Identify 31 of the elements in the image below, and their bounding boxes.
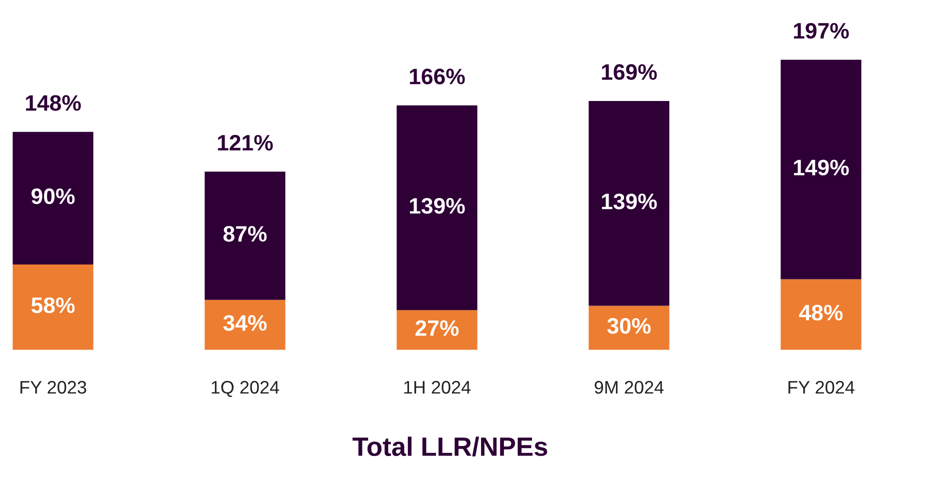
data-label: 90% [32,188,75,204]
data-label: 30% [607,318,651,334]
total-label: 121% [218,134,273,151]
bar [780,60,862,280]
bar [204,172,286,300]
data-label: 48% [799,304,843,321]
x-tick-label: 1H 2024 [404,380,471,394]
bar [396,105,478,310]
bar [12,132,94,264]
x-tick-label: 9M 2024 [594,380,664,394]
data-label: 139% [602,194,657,210]
data-label: 34% [223,315,267,331]
x-tick-label: FY 2023 [20,380,86,394]
x-tick-label: FY 2024 [788,380,854,394]
data-label: 27% [416,320,459,336]
data-label: 58% [31,297,75,314]
total-label: 148% [26,95,81,111]
total-label: 166% [410,68,465,84]
data-label: 139% [410,198,465,214]
bar [780,279,862,350]
total-label: 169% [602,64,657,80]
bar [588,306,670,350]
x-tick-label: 1Q 2024 [212,380,280,397]
bar [12,264,94,350]
data-label: 87% [223,226,267,242]
bar [588,100,670,306]
data-label: 149% [794,160,849,176]
bar [396,310,478,350]
total-label: 197% [794,22,849,39]
bar [204,300,286,350]
text: Total LLR/NPEs [352,436,548,456]
